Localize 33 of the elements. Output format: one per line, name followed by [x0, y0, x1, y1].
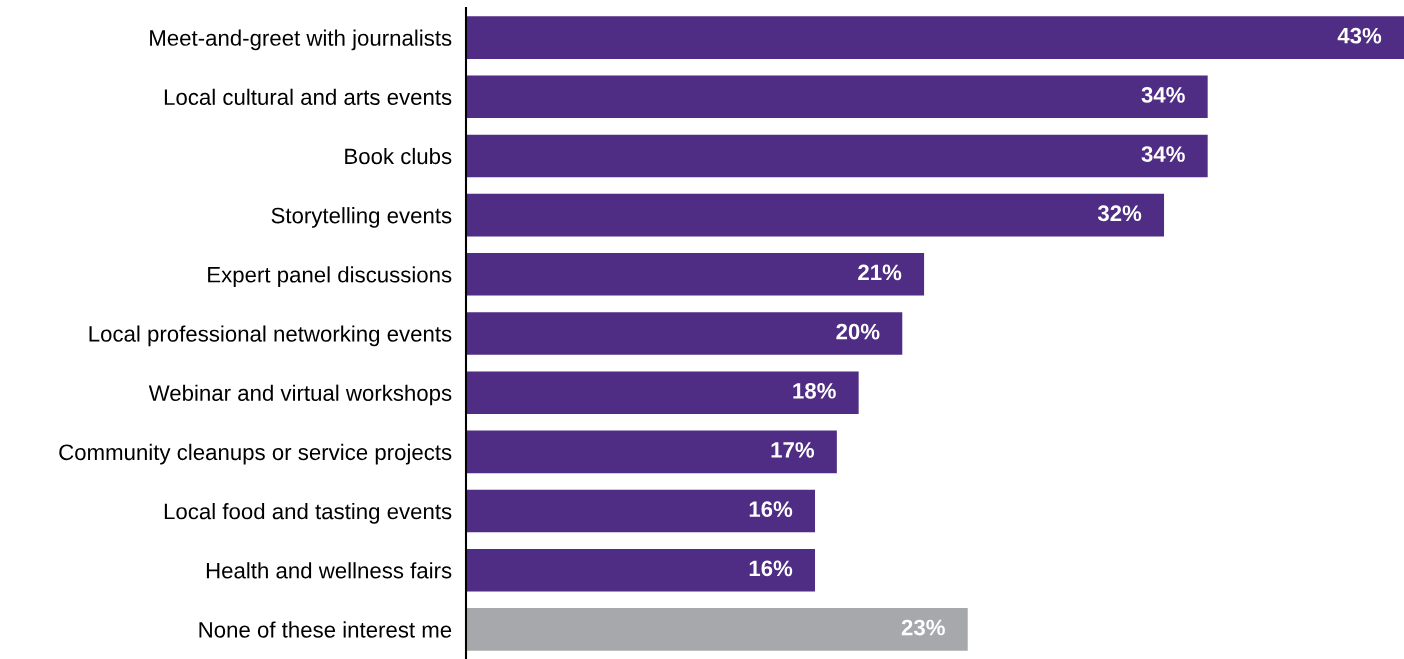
data-label: 34%: [1141, 146, 1185, 162]
data-label: 17%: [771, 442, 815, 458]
data-label: 16%: [749, 560, 793, 577]
y-tick-label: Meet-and-greet with journalists: [150, 29, 452, 51]
bar: [466, 16, 1404, 59]
y-tick-label: Local professional networking events: [89, 325, 452, 347]
y-tick-label: Local cultural and arts events: [164, 88, 452, 106]
data-label: 21%: [858, 264, 902, 281]
data-label: 23%: [901, 619, 945, 636]
bar: [466, 253, 925, 296]
data-label: 20%: [836, 323, 880, 340]
data-label: 32%: [1097, 205, 1142, 222]
y-tick-label: Community cleanups or service projects: [59, 443, 452, 465]
y-tick-label: None of these interest me: [199, 621, 452, 638]
bar: [466, 371, 859, 414]
data-label: 43%: [1337, 27, 1382, 44]
bar: [466, 134, 1208, 178]
bar: [466, 489, 816, 533]
data-label: 34%: [1141, 87, 1185, 103]
y-tick-label: Health and wellness fairs: [206, 562, 452, 579]
y-tick-label: Webinar and virtual workshops: [148, 384, 452, 406]
y-tick-label: Local food and tasting events: [164, 502, 452, 524]
bar: [466, 430, 837, 474]
bar: [466, 548, 816, 592]
data-label: 16%: [749, 501, 793, 518]
y-tick-label: Expert panel discussions: [208, 266, 452, 287]
y-tick-label: Storytelling events: [271, 207, 452, 228]
bar: [466, 312, 903, 355]
bar: [466, 75, 1208, 119]
bar: [466, 193, 1165, 237]
bar: [466, 608, 968, 651]
y-tick-label: Book clubs: [345, 147, 452, 165]
data-label: 18%: [793, 382, 836, 399]
